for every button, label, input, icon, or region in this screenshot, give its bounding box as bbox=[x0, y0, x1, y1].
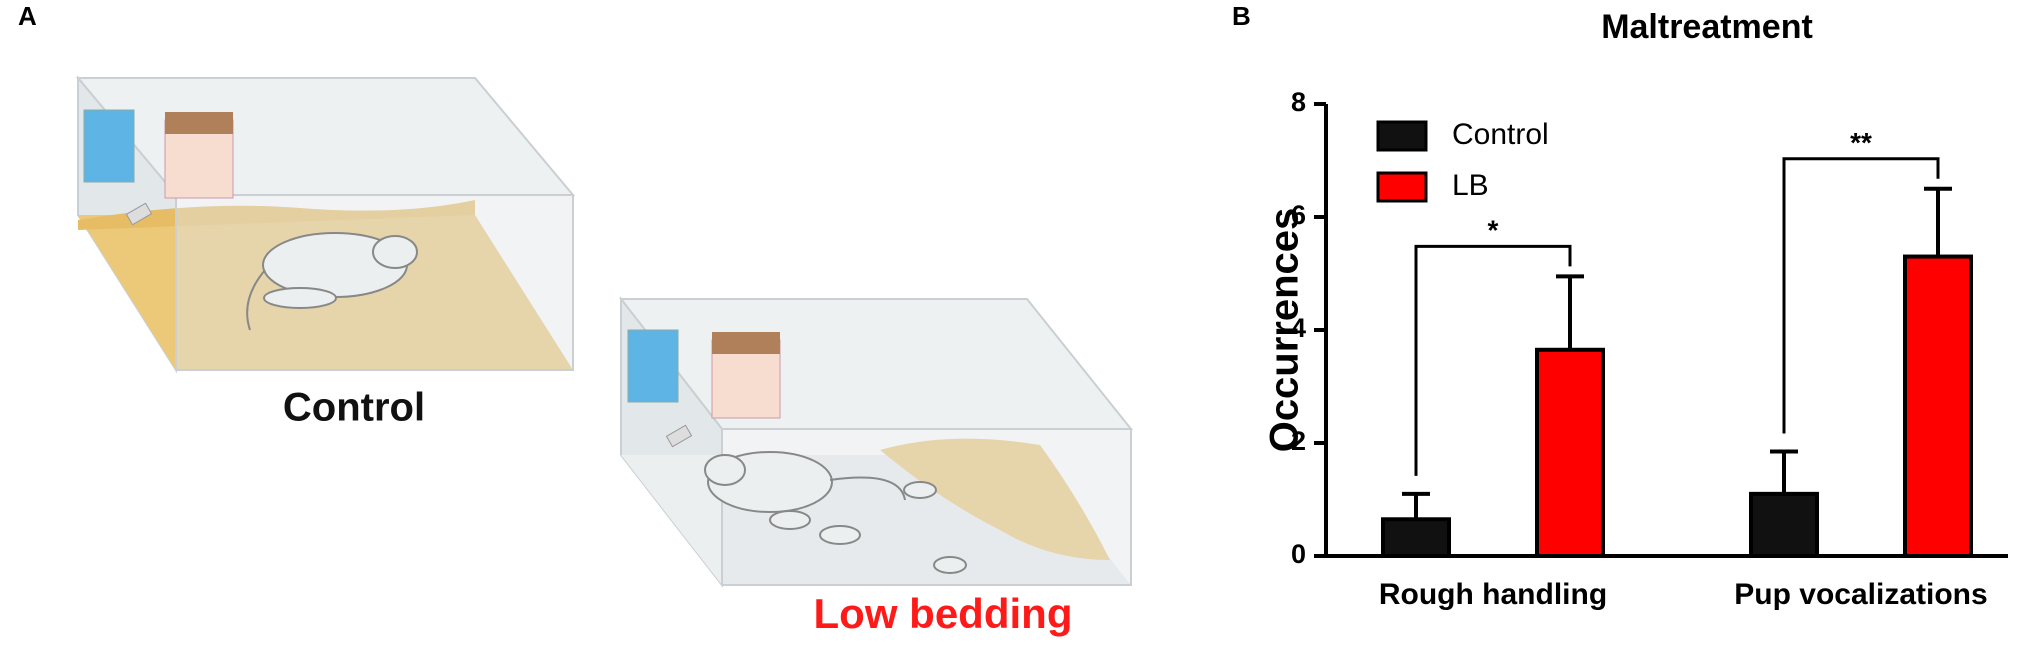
illustration-label: Low bedding bbox=[814, 590, 1073, 637]
y-tick-label: 8 bbox=[1291, 87, 1306, 117]
y-tick-label: 2 bbox=[1291, 426, 1306, 456]
bar bbox=[1903, 254, 1973, 558]
illustration-label: Control bbox=[283, 386, 425, 430]
control-cage bbox=[75, 75, 576, 374]
y-axis-label: Occurrences bbox=[1263, 208, 1307, 453]
significance-label: * bbox=[1488, 215, 1499, 246]
y-tick-label: 0 bbox=[1291, 539, 1306, 569]
bar bbox=[1749, 491, 1819, 559]
bar bbox=[1381, 517, 1451, 559]
y-tick-label: 6 bbox=[1291, 200, 1306, 230]
y-tick-label: 4 bbox=[1291, 313, 1306, 343]
bar bbox=[1535, 347, 1605, 558]
chart-title: Maltreatment bbox=[1601, 8, 1813, 46]
panel-label: A bbox=[18, 1, 37, 31]
x-tick-label: Pup vocalizations bbox=[1734, 578, 1987, 611]
significance-label: ** bbox=[1850, 127, 1872, 158]
legend-label: LB bbox=[1452, 169, 1489, 202]
panel-label: B bbox=[1232, 1, 1251, 31]
legend-label: Control bbox=[1452, 118, 1549, 151]
significance-bracket bbox=[1782, 157, 1940, 434]
legend-swatch bbox=[1376, 120, 1428, 152]
x-tick-label: Rough handling bbox=[1379, 578, 1607, 611]
significance-bracket bbox=[1414, 244, 1572, 476]
low-bedding-cage bbox=[618, 296, 1134, 588]
legend-swatch bbox=[1376, 171, 1428, 203]
